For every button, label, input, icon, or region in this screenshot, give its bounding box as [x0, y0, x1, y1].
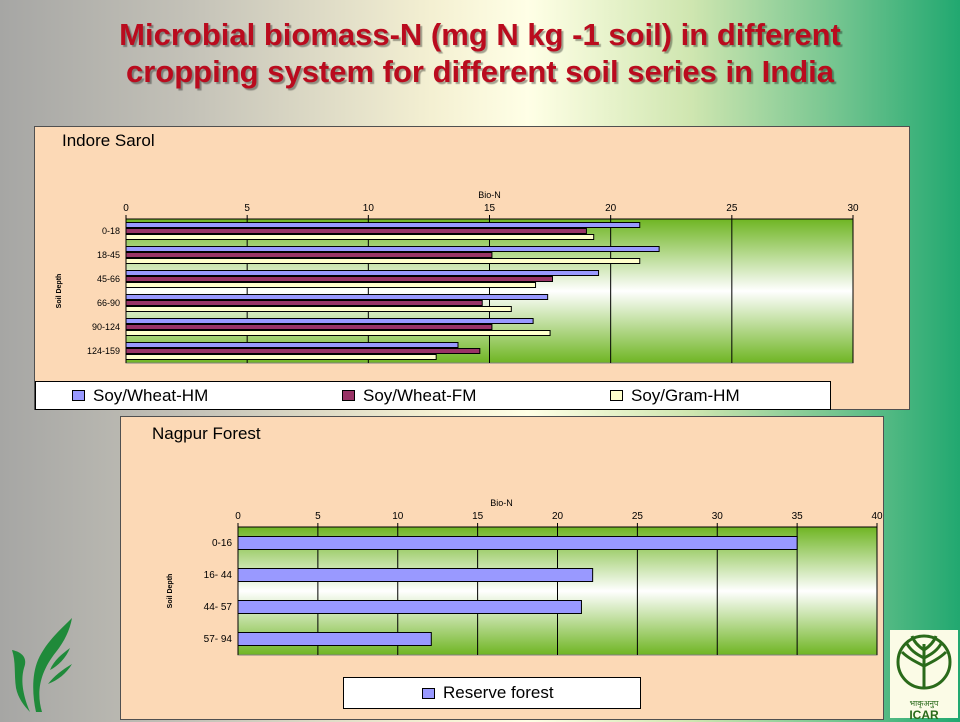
bar	[125, 234, 595, 240]
chart-title: Indore Sarol	[62, 131, 155, 150]
legend-swatch	[72, 390, 85, 401]
chart-plot: 0 5 10 15 20 25 30 35 40 Bio-N Soil Depth 0-16 16- 4…	[167, 498, 883, 656]
bar	[125, 330, 551, 336]
bar	[125, 270, 600, 276]
legend-item-soy-wheat-fm: Soy/Wheat-FM	[342, 386, 610, 406]
slide-title-line-2: cropping system for different soil serie…	[126, 54, 834, 89]
bar	[125, 294, 549, 300]
legend-label: Reserve forest	[443, 683, 554, 702]
icar-script-label: भाकृअनुप	[909, 699, 939, 708]
x-tick-label: 35	[792, 511, 804, 522]
x-tick-label: 5	[244, 203, 250, 214]
bar	[125, 300, 483, 306]
y-tick-label: 124-159	[87, 346, 120, 356]
bar	[125, 342, 459, 348]
x-tick-label: 20	[605, 203, 617, 214]
bar	[125, 228, 587, 234]
y-tick-label: 0-16	[212, 538, 232, 549]
x-tick-label: 15	[484, 203, 496, 214]
bar	[125, 318, 534, 324]
legend-label: Soy/Wheat-HM	[93, 385, 209, 405]
wheat-leaf-logo-icon	[12, 618, 72, 712]
x-tick-label: 0	[123, 203, 129, 214]
x-tick-label: 30	[847, 203, 859, 214]
bar	[125, 222, 641, 228]
y-tick-label: 44- 57	[204, 602, 233, 613]
chart-plot: 0 5 10 15 20 25 30 Bio-N Soil Depth 0-18 18-45 45-6…	[56, 190, 859, 364]
x-tick-label: 30	[712, 511, 724, 522]
y-axis-title: Soil Depth	[56, 274, 63, 309]
chart-legend: Reserve forest	[343, 677, 641, 709]
x-axis-title: Bio-N	[490, 498, 513, 508]
legend-swatch	[342, 390, 355, 401]
chart-indore-sarol: Indore Sarol 0 5 10 15 20 25 30 Bio-N Soil Depth…	[34, 126, 910, 410]
legend-swatch	[422, 687, 435, 699]
y-tick-label: 57- 94	[204, 634, 233, 645]
chart-nagpur-forest: Nagpur Forest 0 5 10 15 20 25 30 35 40 Bio-N Soil …	[120, 416, 884, 720]
y-axis-title: Soil Depth	[167, 574, 174, 609]
x-axis-title: Bio-N	[478, 190, 501, 200]
bar	[125, 252, 493, 258]
bar	[237, 536, 798, 550]
x-tick-label: 15	[472, 511, 484, 522]
x-tick-label: 25	[726, 203, 738, 214]
slide-title: Microbial biomass-N (mg N kg -1 soil) in…	[0, 16, 960, 90]
chart-legend: Soy/Wheat-HM Soy/Wheat-FM Soy/Gram-HM	[35, 381, 831, 410]
bar	[237, 600, 582, 614]
chart-title: Nagpur Forest	[152, 424, 261, 443]
x-tick-label: 5	[315, 511, 321, 522]
x-tick-label: 40	[871, 511, 883, 522]
bar	[125, 306, 512, 312]
legend-swatch	[610, 390, 623, 401]
x-tick-label: 0	[235, 511, 241, 522]
bar	[125, 246, 660, 252]
y-tick-label: 90-124	[92, 322, 120, 332]
x-tick-label: 10	[392, 511, 404, 522]
legend-item-soy-gram-hm: Soy/Gram-HM	[610, 386, 740, 406]
y-tick-label: 0-18	[102, 226, 120, 236]
icar-emblem-icon: भाकृअनुप ICAR	[890, 630, 958, 722]
y-tick-label: 16- 44	[204, 570, 233, 581]
bar	[125, 324, 493, 330]
x-tick-label: 25	[632, 511, 644, 522]
bar	[125, 282, 537, 288]
legend-label: Soy/Wheat-FM	[363, 385, 477, 405]
x-tick-label: 10	[363, 203, 375, 214]
bar	[125, 348, 481, 354]
bar	[237, 632, 432, 646]
y-tick-label: 18-45	[97, 250, 120, 260]
x-tick-label: 20	[552, 511, 564, 522]
y-tick-label: 45-66	[97, 274, 120, 284]
legend-item-reserve-forest: Reserve forest	[422, 683, 554, 703]
icar-label: ICAR	[909, 708, 939, 722]
y-tick-label: 66-90	[97, 298, 120, 308]
bar	[125, 258, 641, 264]
bar	[125, 276, 554, 282]
bar	[125, 354, 437, 360]
legend-label: Soy/Gram-HM	[631, 385, 740, 405]
legend-item-soy-wheat-hm: Soy/Wheat-HM	[72, 386, 342, 406]
slide-title-line-1: Microbial biomass-N (mg N kg -1 soil) in…	[119, 17, 841, 52]
icar-wheat-emblem-icon	[896, 634, 952, 690]
bar	[237, 568, 594, 582]
